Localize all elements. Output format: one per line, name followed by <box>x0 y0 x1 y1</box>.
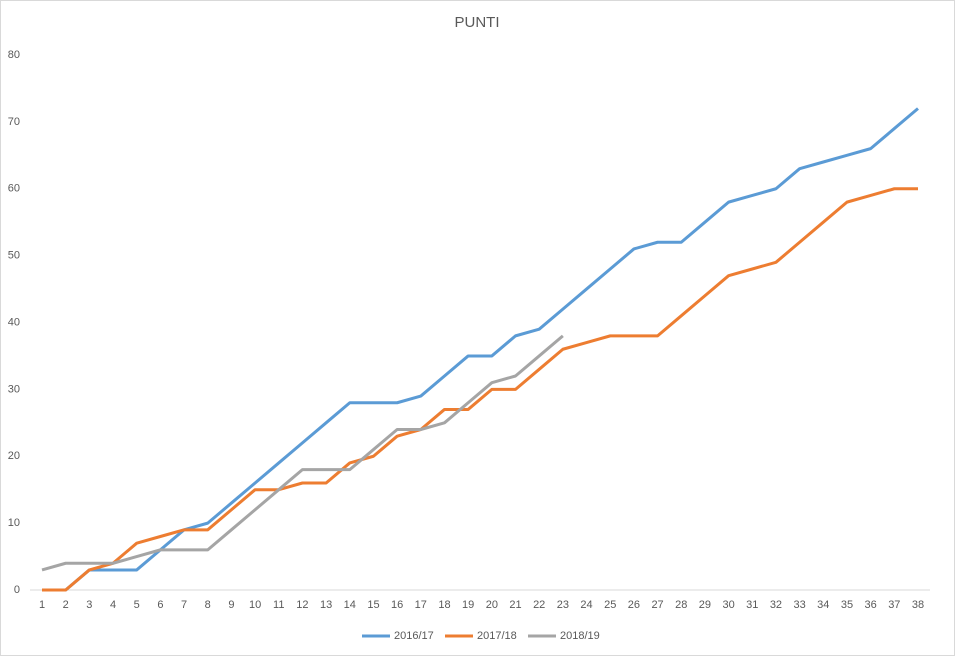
x-tick-label: 28 <box>675 599 687 611</box>
y-tick-label: 50 <box>8 250 20 262</box>
x-tick-label: 14 <box>344 599 356 611</box>
x-tick-label: 36 <box>865 599 877 611</box>
x-tick-label: 3 <box>86 599 92 611</box>
x-tick-label: 25 <box>604 599 616 611</box>
x-tick-label: 4 <box>110 599 116 611</box>
x-tick-label: 18 <box>438 599 450 611</box>
x-tick-label: 27 <box>651 599 663 611</box>
x-tick-label: 38 <box>912 599 924 611</box>
x-tick-label: 22 <box>533 599 545 611</box>
x-tick-label: 15 <box>367 599 379 611</box>
x-tick-label: 33 <box>793 599 805 611</box>
x-tick-label: 23 <box>557 599 569 611</box>
series-line <box>42 187 918 592</box>
x-tick-label: 2 <box>63 599 69 611</box>
x-tick-label: 19 <box>462 599 474 611</box>
x-tick-label: 29 <box>699 599 711 611</box>
x-tick-label: 5 <box>134 599 140 611</box>
x-tick-label: 11 <box>273 599 284 611</box>
x-tick-label: 12 <box>296 599 308 611</box>
x-tick-label: 17 <box>415 599 427 611</box>
x-tick-label: 8 <box>205 599 211 611</box>
legend-label: 2018/19 <box>560 630 600 642</box>
legend-label: 2017/18 <box>477 630 517 642</box>
x-tick-label: 35 <box>841 599 853 611</box>
x-tick-label: 31 <box>746 599 758 611</box>
x-tick-label: 6 <box>157 599 163 611</box>
y-tick-label: 20 <box>8 450 20 462</box>
x-tick-label: 37 <box>888 599 900 611</box>
x-tick-label: 21 <box>509 599 521 611</box>
x-tick-label: 10 <box>249 599 261 611</box>
x-tick-label: 20 <box>486 599 498 611</box>
x-tick-label: 26 <box>628 599 640 611</box>
y-tick-label: 40 <box>8 316 20 328</box>
y-tick-label: 0 <box>14 584 20 596</box>
legend-label: 2016/17 <box>394 630 434 642</box>
x-tick-label: 7 <box>181 599 187 611</box>
x-tick-label: 34 <box>817 599 829 611</box>
y-tick-label: 30 <box>8 383 20 395</box>
chart-title: PUNTI <box>455 14 500 31</box>
x-tick-label: 24 <box>580 599 592 611</box>
x-tick-label: 32 <box>770 599 782 611</box>
y-tick-label: 70 <box>8 116 20 128</box>
x-tick-label: 30 <box>722 599 734 611</box>
y-tick-label: 80 <box>8 49 20 61</box>
series-line <box>41 334 564 572</box>
x-tick-label: 16 <box>391 599 403 611</box>
y-tick-label: 60 <box>8 183 20 195</box>
y-tick-label: 10 <box>8 517 20 529</box>
x-tick-label: 9 <box>228 599 234 611</box>
x-tick-label: 1 <box>39 599 45 611</box>
x-tick-label: 13 <box>320 599 332 611</box>
